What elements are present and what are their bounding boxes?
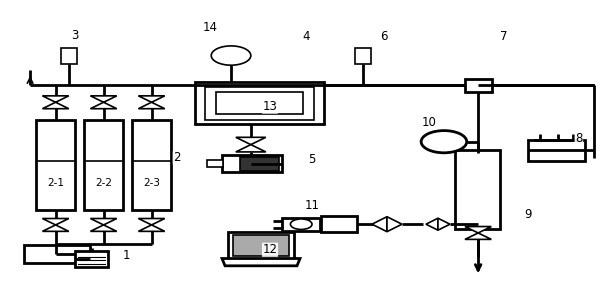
- Polygon shape: [438, 218, 450, 230]
- Polygon shape: [138, 218, 165, 225]
- Polygon shape: [236, 137, 266, 145]
- Bar: [528, 140, 585, 161]
- Polygon shape: [138, 102, 165, 109]
- Text: 12: 12: [263, 243, 277, 256]
- Circle shape: [421, 131, 467, 153]
- Text: 4: 4: [302, 30, 310, 43]
- Polygon shape: [91, 102, 117, 109]
- Text: 2-3: 2-3: [143, 178, 160, 188]
- Bar: [321, 216, 357, 232]
- Polygon shape: [42, 225, 69, 231]
- Text: 14: 14: [203, 21, 217, 34]
- Polygon shape: [42, 102, 69, 109]
- Polygon shape: [236, 145, 266, 152]
- Bar: [240, 156, 279, 171]
- Text: 13: 13: [263, 100, 277, 113]
- Text: 11: 11: [305, 199, 319, 212]
- Circle shape: [211, 46, 251, 65]
- Text: 9: 9: [524, 208, 532, 221]
- Bar: [207, 160, 223, 167]
- Polygon shape: [372, 217, 387, 232]
- Text: 6: 6: [380, 30, 388, 43]
- Bar: [195, 82, 324, 124]
- Text: 2-2: 2-2: [95, 178, 112, 188]
- Polygon shape: [465, 226, 491, 233]
- Text: 3: 3: [72, 29, 79, 42]
- Polygon shape: [42, 96, 69, 102]
- Bar: [24, 245, 90, 263]
- Bar: [75, 251, 108, 267]
- Bar: [282, 218, 320, 231]
- Bar: [355, 48, 371, 64]
- Text: 2: 2: [173, 151, 181, 164]
- Bar: [465, 79, 492, 92]
- Polygon shape: [138, 96, 165, 102]
- Bar: [233, 235, 289, 256]
- Bar: [36, 120, 75, 210]
- Polygon shape: [387, 217, 402, 232]
- Polygon shape: [91, 96, 117, 102]
- Polygon shape: [42, 218, 69, 225]
- Polygon shape: [465, 233, 491, 239]
- Bar: [222, 155, 282, 172]
- Bar: [455, 150, 500, 229]
- Bar: [216, 92, 303, 114]
- Polygon shape: [91, 225, 117, 231]
- Circle shape: [291, 219, 312, 229]
- Bar: [132, 120, 171, 210]
- Text: 5: 5: [308, 153, 316, 166]
- Bar: [204, 86, 315, 119]
- Polygon shape: [426, 218, 438, 230]
- Bar: [61, 48, 77, 64]
- Polygon shape: [91, 218, 117, 225]
- Polygon shape: [138, 225, 165, 231]
- Text: 1: 1: [122, 249, 130, 262]
- Text: 8: 8: [575, 132, 583, 145]
- Text: 10: 10: [422, 116, 436, 129]
- Bar: [84, 120, 123, 210]
- Text: 2-1: 2-1: [47, 178, 64, 188]
- Bar: [228, 232, 294, 258]
- Text: 7: 7: [500, 30, 508, 43]
- Polygon shape: [222, 258, 300, 266]
